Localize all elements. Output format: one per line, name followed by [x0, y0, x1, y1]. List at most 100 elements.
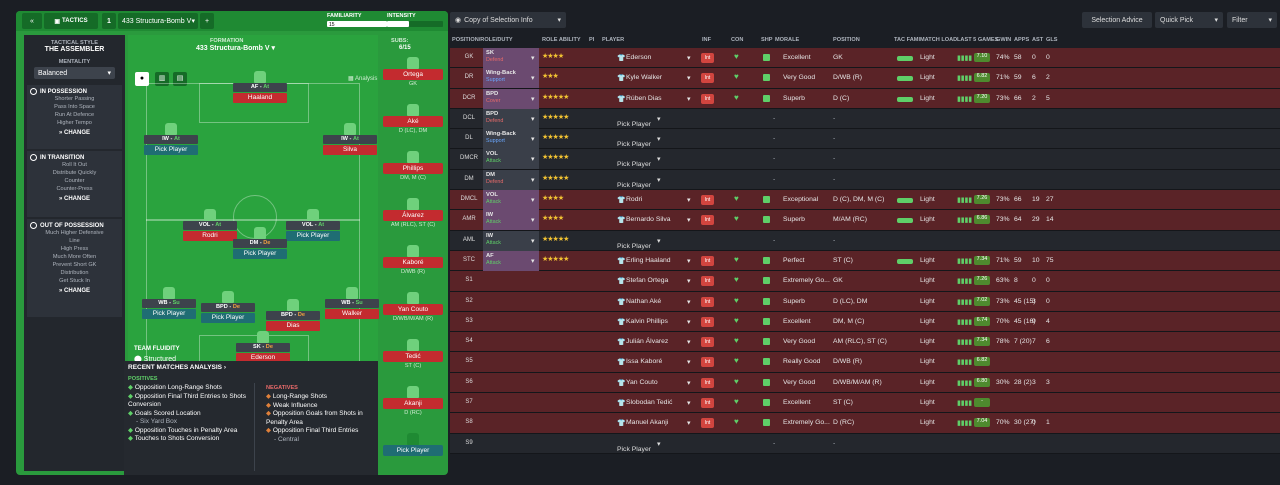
player-name[interactable]: Nathan Aké [626, 297, 662, 305]
pitch-player-name[interactable]: Ederson [236, 353, 290, 363]
sub-name[interactable]: Pick Player [383, 445, 443, 456]
copy-selection-select[interactable]: ◉ Copy of Selection Info ▾ [450, 12, 566, 28]
table-row[interactable]: DCL BPD Defend ▾ ★★★★★ Pick Player ▾ - - [450, 108, 1280, 130]
table-row[interactable]: DL Wing-Back Support ▾ ★★★★★ Pick Player ▾ - - [450, 129, 1280, 150]
col-position[interactable]: POSITION [833, 37, 860, 43]
sub-slot[interactable]: Kaboré D/WB (R) [383, 245, 443, 275]
pitch-player-card[interactable]: IW - At Silva [323, 123, 377, 155]
pitch-player-name[interactable]: Haaland [233, 93, 287, 103]
role-duty-select[interactable]: BPD Defend [483, 108, 539, 129]
role-duty-select[interactable]: Wing-Back Support [483, 129, 539, 150]
selection-advice-button[interactable]: Selection Advice [1082, 12, 1152, 28]
sub-name[interactable]: Phillips [383, 163, 443, 174]
sub-slot[interactable]: Pick Player [383, 433, 443, 456]
col-tac-fami[interactable]: TAC FAMI [894, 37, 920, 43]
pitch-player-name[interactable]: Pick Player [233, 249, 287, 259]
change-transition-button[interactable]: » CHANGE [30, 196, 119, 202]
role-duty-select[interactable]: SK Defend [483, 48, 539, 68]
col-con[interactable]: CON [731, 37, 744, 43]
sub-slot[interactable]: Yan Couto D/WB/M/AM (R) [383, 292, 443, 322]
sub-slot[interactable]: Phillips DM, M (C) [383, 151, 443, 181]
col-inf[interactable]: INF [702, 37, 712, 43]
tactic-select[interactable]: 433 Structura-Bomb V ▾ [118, 13, 198, 29]
sub-slot[interactable]: Ortega GK [383, 57, 443, 87]
pitch-player-name[interactable]: Walker [325, 309, 379, 319]
player-name[interactable]: Kyle Walker [626, 74, 663, 82]
change-possession-button[interactable]: » CHANGE [30, 130, 119, 136]
col-apps[interactable]: APPS [1014, 37, 1030, 43]
col-player[interactable]: PLAYER [602, 37, 625, 43]
table-row[interactable]: S5 👕 Issa Kaboré ▾ Int ♥ Really Good D/WB (R) Li… [450, 352, 1280, 373]
col-position-role-duty[interactable]: POSITION/ROLE/DUTY [452, 37, 513, 43]
pitch-player-card[interactable]: AF - At Haaland [233, 71, 287, 103]
col-morale[interactable]: MORALE [775, 37, 800, 43]
analysis-toggle[interactable]: ▦ Analysis [348, 75, 377, 82]
sub-name[interactable]: Yan Couto [383, 304, 443, 315]
pick-player-select[interactable]: Pick Player ▾ [617, 440, 660, 453]
sub-slot[interactable]: Tedić ST (C) [383, 339, 443, 369]
formation-select[interactable]: 433 Structura-Bomb V ▾ [196, 45, 275, 52]
mentality-select[interactable]: Balanced ▾ [34, 67, 115, 79]
table-row[interactable]: DR Wing-Back Support ▾ ★★★ 👕 Kyle Walker ▾ Int ♥ V… [450, 68, 1280, 89]
col-role-ability[interactable]: ROLE ABILITY [542, 37, 581, 43]
table-row[interactable]: AMR IW Attack ▾ ★★★★ 👕 Bernardo Silva ▾ Int ♥ Supe… [450, 210, 1280, 231]
sub-slot[interactable]: Akanji D (RC) [383, 386, 443, 416]
table-row[interactable]: STC AF Attack ▾ ★★★★★ 👕 Erling Haaland ▾ Int ♥ Per… [450, 250, 1280, 272]
pick-player-select[interactable]: Pick Player ▾ [617, 115, 660, 128]
pitch-player-name[interactable]: Pick Player [201, 313, 255, 323]
player-name[interactable]: Rúben Dias [626, 94, 662, 102]
tactic-slot[interactable]: 1 [102, 13, 116, 29]
analysis-title[interactable]: RECENT MATCHES ANALYSIS › [128, 364, 227, 371]
player-name[interactable]: Kalvin Phillips [626, 317, 668, 325]
table-row[interactable]: S4 👕 Julián Álvarez ▾ Int ♥ Very Good AM (RLC),… [450, 332, 1280, 353]
pitch-player-name[interactable]: Dias [266, 321, 320, 331]
table-row[interactable]: S7 👕 Slobodan Tedić ▾ Int ♥ Excellent ST (C) Lig… [450, 393, 1280, 414]
table-row[interactable]: S6 👕 Yan Couto ▾ Int ♥ Very Good D/WB/M/AM (R) L… [450, 372, 1280, 394]
add-tactic-button[interactable]: + [200, 13, 214, 29]
sub-slot[interactable]: Aké D (LC), DM [383, 104, 443, 134]
player-name[interactable]: Yan Couto [626, 378, 658, 386]
col-last-5-games[interactable]: LAST 5 GAMES [957, 37, 999, 43]
table-row[interactable]: S2 👕 Nathan Aké ▾ Int ♥ Superb D (LC), DM Light ▮… [450, 291, 1280, 312]
player-name[interactable]: Issa Kaboré [626, 358, 663, 366]
role-duty-select[interactable]: IW Attack [483, 210, 539, 231]
pick-player-select[interactable]: Pick Player ▾ [617, 135, 660, 148]
table-row[interactable]: DCR BPD Cover ▾ ★★★★★ 👕 Rúben Dias ▾ Int ♥ Superb D… [450, 88, 1280, 109]
pitch-player-card[interactable]: WB - Su Pick Player [142, 287, 196, 319]
table-row[interactable]: DMCL VOL Attack ▾ ★★★★ 👕 Rodri ▾ Int ♥ Exceptional… [450, 190, 1280, 211]
role-duty-select[interactable]: VOL Attack [483, 190, 539, 211]
filter-button[interactable]: Filter ▾ [1227, 12, 1277, 28]
pitch-player-card[interactable]: IW - At Pick Player [144, 123, 198, 155]
pick-player-select[interactable]: Pick Player ▾ [617, 176, 660, 189]
sub-name[interactable]: Kaboré [383, 257, 443, 268]
change-out-button[interactable]: » CHANGE [30, 288, 119, 294]
role-duty-select[interactable]: DM Defend [483, 169, 539, 190]
player-name[interactable]: Ederson [626, 54, 652, 61]
pitch-player-card[interactable]: BPD - De Dias [266, 299, 320, 331]
table-row[interactable]: DMCR VOL Attack ▾ ★★★★★ Pick Player ▾ - - [450, 149, 1280, 170]
player-name[interactable]: Bernardo Silva [626, 216, 671, 224]
pitch-player-card[interactable]: SK - De Ederson [236, 331, 290, 363]
table-row[interactable]: S9 Pick Player ▾ - - [450, 433, 1280, 454]
pitch-player-name[interactable]: Pick Player [144, 145, 198, 155]
player-name[interactable]: Slobodan Tedić [626, 399, 673, 407]
col-match-load[interactable]: MATCH LOAD [920, 37, 958, 43]
player-name[interactable]: Stefan Ortega [626, 277, 669, 285]
col-gls[interactable]: GLS [1046, 37, 1058, 43]
table-row[interactable]: GK SK Defend ▾ ★★★★ 👕 Ederson ▾ Int ♥ Excellent GK L… [450, 48, 1280, 69]
pitch-player-name[interactable]: Rodri [183, 231, 237, 241]
role-duty-select[interactable]: VOL Attack [483, 149, 539, 170]
sub-name[interactable]: Ortega [383, 69, 443, 80]
person-view-icon[interactable]: ● [135, 72, 149, 86]
player-name[interactable]: Manuel Akanji [626, 419, 669, 427]
table-row[interactable]: AML IW Attack ▾ ★★★★★ Pick Player ▾ - - [450, 230, 1280, 251]
table-row[interactable]: DM DM Defend ▾ ★★★★★ Pick Player ▾ - - [450, 169, 1280, 191]
player-name[interactable]: Julián Álvarez [626, 338, 669, 346]
role-duty-select[interactable]: AF Attack [483, 250, 539, 271]
pitch-player-name[interactable]: Pick Player [142, 309, 196, 319]
sub-name[interactable]: Aké [383, 116, 443, 127]
pick-player-select[interactable]: Pick Player ▾ [617, 237, 660, 250]
table-row[interactable]: S3 👕 Kalvin Phillips ▾ Int ♥ Excellent DM, M (C… [450, 311, 1280, 333]
role-duty-select[interactable]: IW Attack [483, 230, 539, 251]
col-gwin[interactable]: GWIN [996, 37, 1012, 43]
